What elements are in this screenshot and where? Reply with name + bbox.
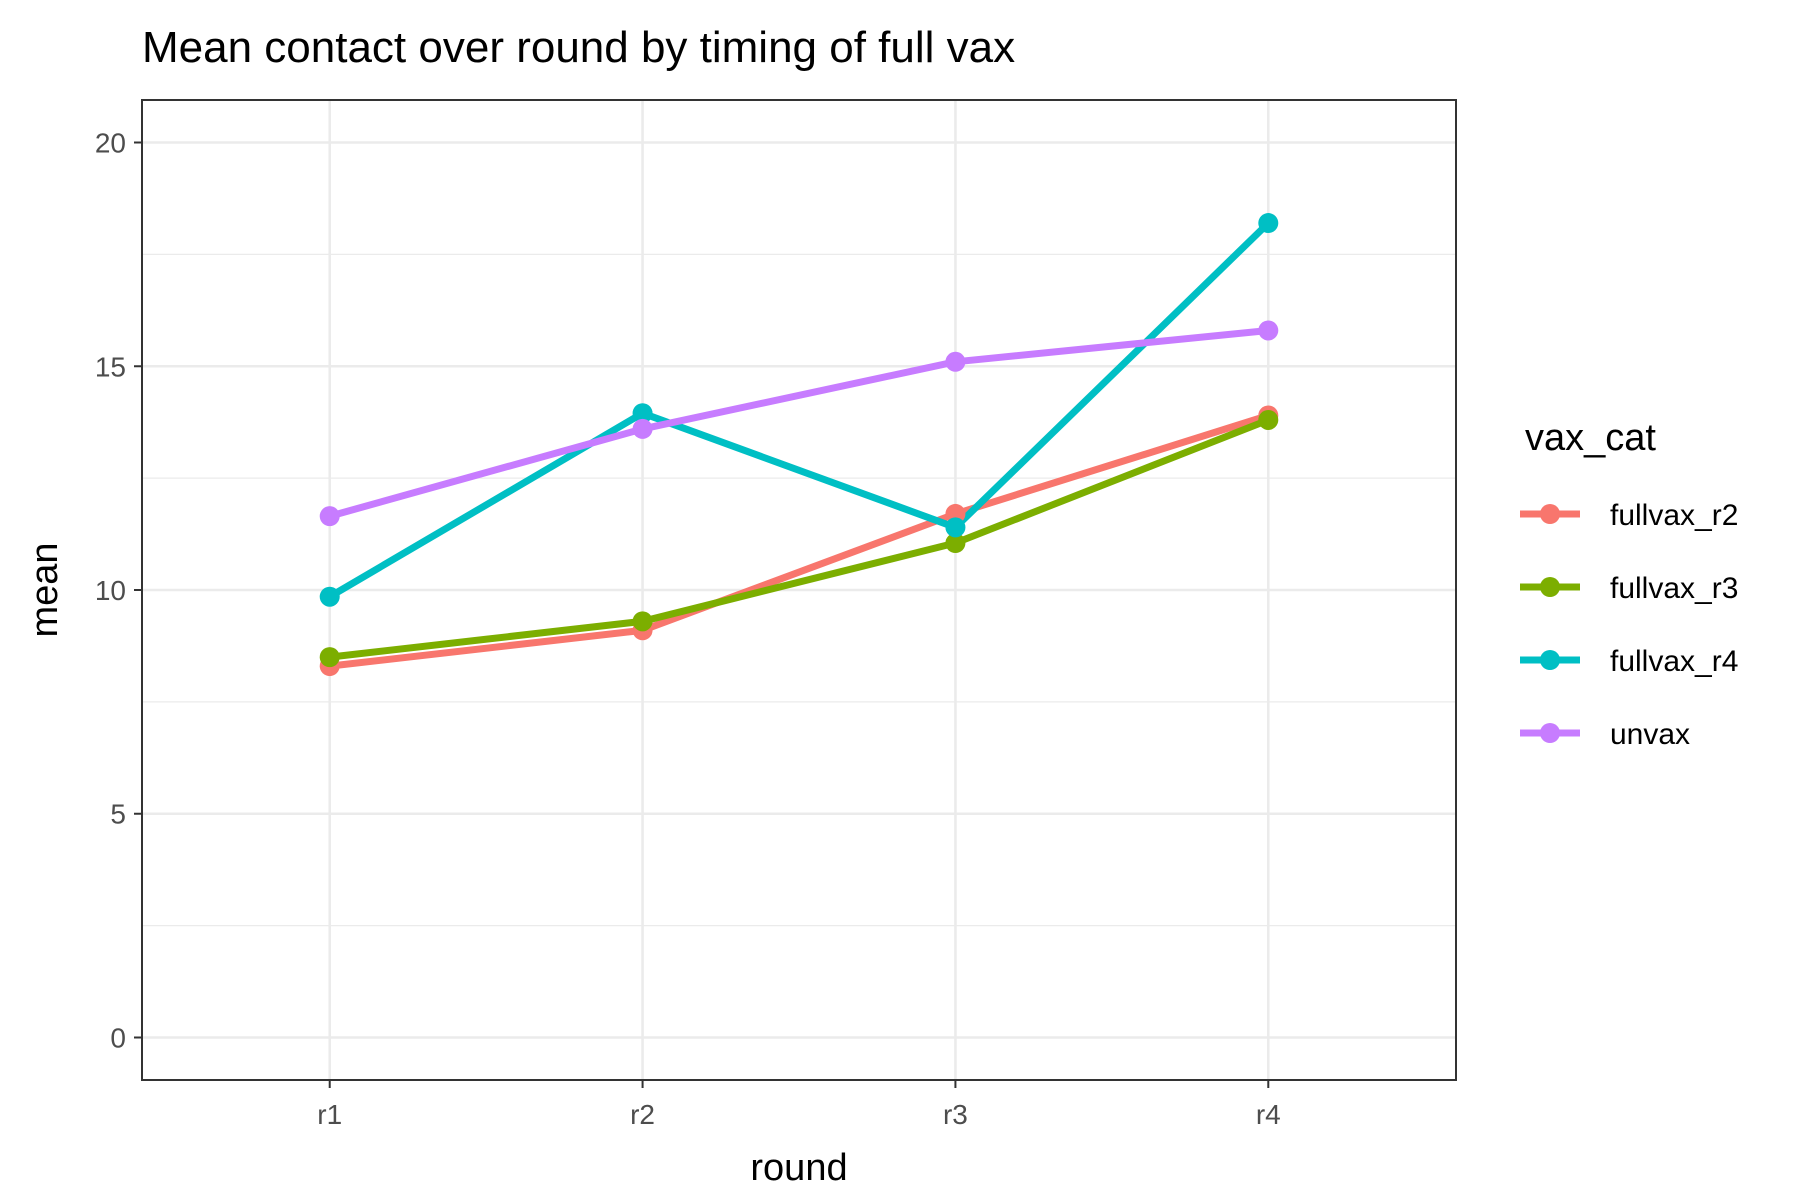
legend-key-point: [1540, 577, 1560, 597]
series-line-unvax: [328, 327, 1269, 520]
data-point-fullvax_r4: [319, 586, 340, 607]
legend: vax_cat fullvax_r2 fullvax_r3 fullvax_r4un…: [1520, 417, 1738, 751]
y-tick-label: 5: [110, 799, 126, 830]
data-point-unvax: [632, 418, 653, 439]
legend-label: fullvax_r3: [1610, 572, 1738, 605]
data-point-unvax: [1258, 320, 1279, 341]
legend-label: fullvax_r2: [1610, 499, 1738, 532]
data-point-fullvax_r3: [319, 647, 340, 668]
series-line-fullvax_r4: [327, 220, 1271, 600]
legend-key-point: [1540, 504, 1560, 524]
data-point-fullvax_r4: [1258, 213, 1279, 234]
x-tick-label: r2: [630, 1099, 655, 1130]
y-axis: 0 5 10 15 20: [95, 128, 142, 1053]
legend-label: fullvax_r4: [1610, 645, 1738, 678]
x-tick-label: r1: [317, 1099, 342, 1130]
series-line-fullvax_r2: [329, 412, 1270, 670]
data-point-fullvax_r4: [945, 517, 966, 538]
legend-key-point: [1540, 650, 1560, 670]
legend-title: vax_cat: [1525, 417, 1656, 459]
x-axis-title: round: [750, 1147, 847, 1189]
x-axis: r1 r2 r3 r4: [317, 1080, 1281, 1130]
data-point-unvax: [945, 351, 966, 372]
y-tick-label: 15: [95, 351, 126, 382]
data-point-fullvax_r3: [632, 611, 653, 632]
legend-label: unvax: [1610, 718, 1690, 751]
data-point-fullvax_r3: [1258, 409, 1279, 430]
y-axis-title: mean: [24, 542, 66, 637]
series-points: [319, 213, 1279, 677]
x-tick-label: r3: [943, 1099, 968, 1130]
data-point-fullvax_r4: [632, 403, 653, 424]
y-tick-label: 0: [110, 1022, 126, 1053]
data-point-fullvax_r3: [945, 533, 966, 554]
y-tick-label: 20: [95, 128, 126, 159]
legend-key-point: [1540, 723, 1560, 743]
y-tick-label: 10: [95, 575, 126, 606]
chart-title: Mean contact over round by timing of ful…: [142, 23, 1015, 72]
data-point-unvax: [319, 506, 340, 527]
series-lines: [327, 220, 1271, 670]
series-line-fullvax_r3: [329, 416, 1270, 661]
x-tick-label: r4: [1256, 1099, 1281, 1130]
